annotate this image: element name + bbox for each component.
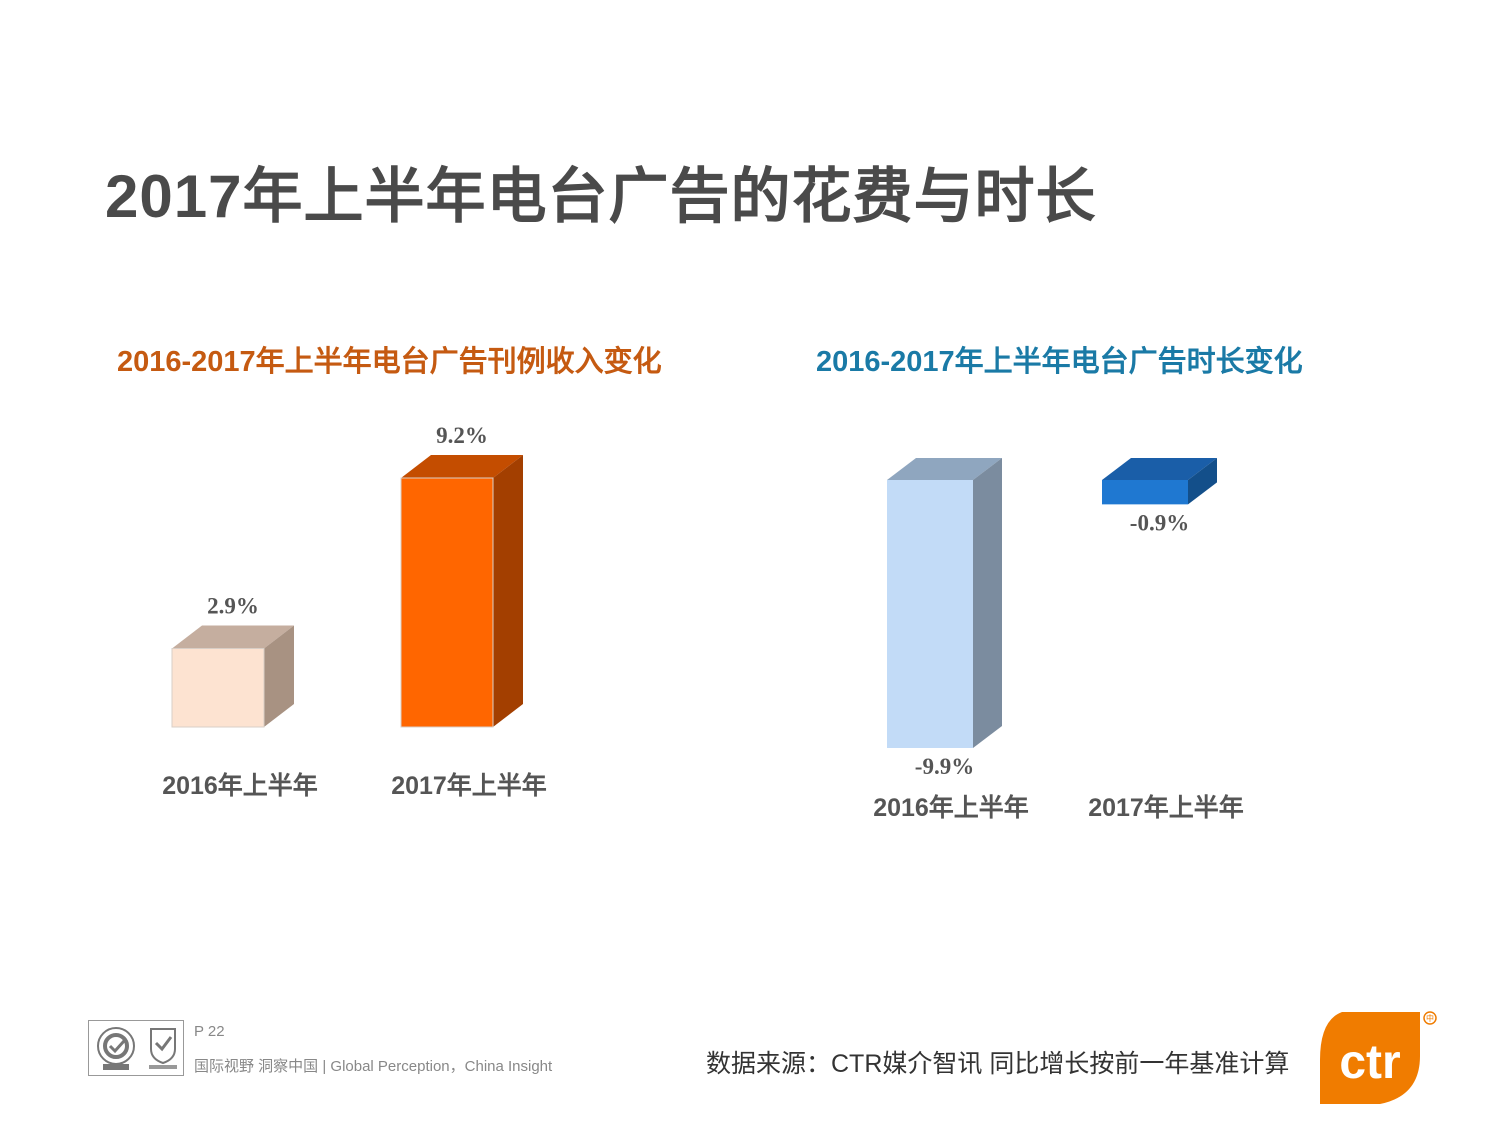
bar-side-face xyxy=(493,455,523,727)
bar-top-face xyxy=(887,458,1002,480)
bar-side-face xyxy=(264,625,294,727)
bar-1-0 xyxy=(887,458,1002,748)
data-label: 9.2% xyxy=(436,423,488,448)
bar-1-1 xyxy=(1102,458,1217,505)
revenue-bar-chart: 2.9% 2016年上半年 9.2% 2017年上半年 xyxy=(162,423,547,800)
bar-front-face xyxy=(171,648,265,728)
svg-text:ctr: ctr xyxy=(1339,1036,1400,1089)
sgs-seal-icon xyxy=(97,1027,135,1070)
bar-side-face xyxy=(973,458,1002,748)
bar-top-face xyxy=(1102,458,1217,480)
category-label: 2017年上半年 xyxy=(1088,793,1244,822)
category-label: 2016年上半年 xyxy=(162,771,318,800)
category-label: 2017年上半年 xyxy=(391,771,547,800)
footer-slogan: 国际视野 洞察中国 | Global Perception，China Insi… xyxy=(194,1058,553,1075)
bar-top-face xyxy=(401,455,523,478)
svg-text:中: 中 xyxy=(1426,1013,1434,1023)
data-source-note: 数据来源：CTR媒介智讯 同比增长按前一年基准计算 xyxy=(706,1050,1290,1078)
page-title: 2017年上半年电台广告的花费与时长 xyxy=(105,163,1097,230)
bar-0-0 xyxy=(171,625,294,728)
data-label: -0.9% xyxy=(1130,510,1189,535)
bar-front-face xyxy=(400,477,494,728)
ukas-seal-icon xyxy=(149,1028,177,1069)
duration-bar-chart: -9.9% 2016年上半年 -0.9% 2017年上半年 xyxy=(873,458,1244,822)
bar-top-face xyxy=(172,625,294,649)
bar-front-face xyxy=(1102,480,1188,505)
data-label: 2.9% xyxy=(207,594,259,619)
category-label: 2016年上半年 xyxy=(873,793,1029,822)
bar-side-face xyxy=(1188,458,1217,505)
ctr-logo: ctr 中 xyxy=(1320,1011,1437,1104)
chart-title-duration: 2016-2017年上半年电台广告时长变化 xyxy=(816,346,1303,378)
bar-0-1 xyxy=(400,455,523,728)
chart-title-revenue: 2016-2017年上半年电台广告刊例收入变化 xyxy=(117,346,662,378)
bar-front-face xyxy=(887,480,973,748)
data-label: -9.9% xyxy=(915,754,974,779)
certification-seals xyxy=(88,1020,184,1076)
page-number: P 22 xyxy=(194,1023,225,1040)
